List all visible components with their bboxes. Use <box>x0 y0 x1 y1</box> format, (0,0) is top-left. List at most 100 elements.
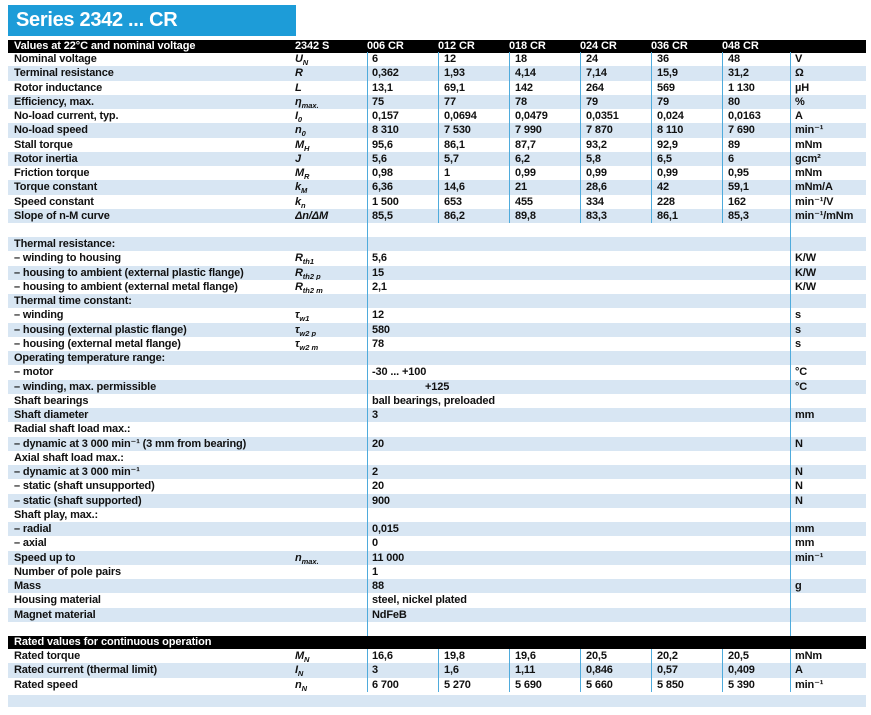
table-row: Mass 88 g <box>8 579 866 594</box>
row-label: Number of pole pairs <box>14 565 122 578</box>
row-label: – housing to ambient (external plastic f… <box>14 266 244 279</box>
value-cell: 5,6 <box>372 152 387 165</box>
value-cell: 8 110 <box>651 123 722 138</box>
row-label: Magnet material <box>14 608 96 621</box>
value-cell: 18 <box>509 52 580 67</box>
unit-cell: mNm/A <box>795 181 833 194</box>
symbol-base: k <box>295 195 301 208</box>
table-row: Rated current (thermal limit) IN 3 1,6 1,11 0… <box>8 663 866 678</box>
value-cell: 1 130 <box>722 80 790 95</box>
value-cell: 142 <box>509 80 580 95</box>
value-cell: 7 690 <box>722 123 790 138</box>
symbol-subscript: N <box>301 683 307 692</box>
value-cell: 6,5 <box>651 151 722 166</box>
symbol-base: n <box>295 124 302 137</box>
unit-cell: min⁻¹/V <box>795 195 834 208</box>
symbol-base: n <box>295 678 302 691</box>
row-label: – housing to ambient (external metal fla… <box>14 280 238 293</box>
value-cell: 0,409 <box>722 663 790 678</box>
value-cell: 2,1 <box>372 280 387 293</box>
value-cell: 0,98 <box>372 167 393 179</box>
table-divider-line <box>790 52 791 636</box>
unit-cell: g <box>795 580 802 592</box>
value-cell: 5 690 <box>509 677 580 692</box>
unit-cell: K/W <box>795 252 816 265</box>
symbol-subscript: w2 m <box>299 342 319 351</box>
value-cell: 5 660 <box>580 677 651 692</box>
table-row: Slope of n-M curve Δn/ΔM 85,5 86,2 89,8 83,3 8… <box>8 208 866 223</box>
value-cell: 87,7 <box>509 137 580 152</box>
unit-cell: s <box>795 337 801 350</box>
row-symbol: nN <box>295 678 367 692</box>
row-symbol <box>295 579 367 593</box>
symbol-subscript: 0 <box>301 129 306 138</box>
value-cell: 21 <box>509 180 580 195</box>
value-cell: 69,1 <box>438 80 509 95</box>
row-label: Shaft bearings <box>14 394 89 407</box>
value-cell: steel, nickel plated <box>372 594 467 607</box>
section-header-label: Operating temperature range: <box>14 352 166 364</box>
symbol-base: τ <box>295 309 300 322</box>
value-cell: 653 <box>438 194 509 209</box>
value-cell: 24 <box>580 52 651 67</box>
symbol-subscript: N <box>297 669 304 678</box>
unit-cell: °C <box>795 380 808 393</box>
section-header-row: Thermal resistance: <box>8 237 866 252</box>
symbol-base: R <box>295 266 303 279</box>
row-symbol <box>295 536 367 550</box>
table-row: Shaft bearings ball bearings, preloaded <box>8 394 866 408</box>
value-cell: 86,1 <box>438 137 509 152</box>
rated-values-table: Rated torque MN 16,6 19,8 19,6 20,5 20,2 20,5 mN… <box>8 649 866 692</box>
symbol-base: M <box>295 138 305 151</box>
table-row: – dynamic at 3 000 min⁻¹ (3 mm from bear… <box>8 436 866 451</box>
row-symbol: kM <box>295 180 367 194</box>
table-row: – radial 0,015 mm <box>8 522 866 537</box>
symbol-subscript: th2 p <box>302 271 321 280</box>
value-cell: 42 <box>651 180 722 195</box>
row-symbol <box>295 608 367 622</box>
row-label: Terminal resistance <box>14 67 114 80</box>
row-symbol: UN <box>295 52 367 66</box>
table-row: – housing (external plastic flange) τw2 p… <box>8 322 866 337</box>
rated-values-header-label: Rated values for continuous operation <box>14 636 212 648</box>
value-cell: 95,6 <box>372 138 393 151</box>
table-row: Friction torque MR 0,98 1 0,99 0,99 0,99 0,95 mN… <box>8 166 866 181</box>
value-cell: 5 270 <box>438 677 509 692</box>
unit-cell: mNm <box>795 167 823 179</box>
unit-cell: N <box>795 437 803 450</box>
symbol-subscript: M <box>300 186 308 195</box>
value-cell: 20,5 <box>722 649 790 664</box>
unit-cell: min⁻¹ <box>795 551 824 564</box>
value-cell: 334 <box>580 194 651 209</box>
symbol-base: J <box>295 152 301 165</box>
row-symbol: J <box>295 152 367 166</box>
row-label: Slope of n-M curve <box>14 209 110 222</box>
value-cell: 89 <box>722 137 790 152</box>
value-cell: 2 <box>372 466 378 478</box>
row-label: Shaft diameter <box>14 409 89 421</box>
symbol-base: Δn/ΔM <box>295 209 328 222</box>
unit-cell <box>790 593 866 607</box>
unit-cell: min⁻¹ <box>795 124 824 137</box>
value-cell: 3 <box>372 409 378 421</box>
row-symbol <box>295 593 367 607</box>
value-cell: +125 <box>425 380 450 393</box>
row-symbol: τw1 <box>295 308 367 322</box>
row-symbol: τw2 p <box>295 323 367 337</box>
row-label: Efficiency, max. <box>14 95 94 108</box>
row-label: – dynamic at 3 000 min⁻¹ <box>14 466 140 478</box>
unit-cell: A <box>795 110 803 122</box>
value-cell: 75 <box>372 95 384 108</box>
value-cell: 455 <box>509 194 580 209</box>
value-cell: 15 <box>372 266 384 279</box>
value-cell: 900 <box>372 494 390 507</box>
table-row: Rotor inductance L 13,1 69,1 142 264 569 1 130 µ… <box>8 80 866 95</box>
table-row: No-load speed n0 8 310 7 530 7 990 7 870 8 110… <box>8 123 866 138</box>
row-symbol: kn <box>295 195 367 209</box>
value-cell: 15,9 <box>651 66 722 81</box>
table-row: Efficiency, max. ηmax. 75 77 78 79 79 80% <box>8 94 866 109</box>
symbol-subscript: max. <box>301 556 319 565</box>
row-label: Torque constant <box>14 181 98 194</box>
row-label: Speed up to <box>14 551 76 564</box>
value-cell: 1,6 <box>438 663 509 678</box>
